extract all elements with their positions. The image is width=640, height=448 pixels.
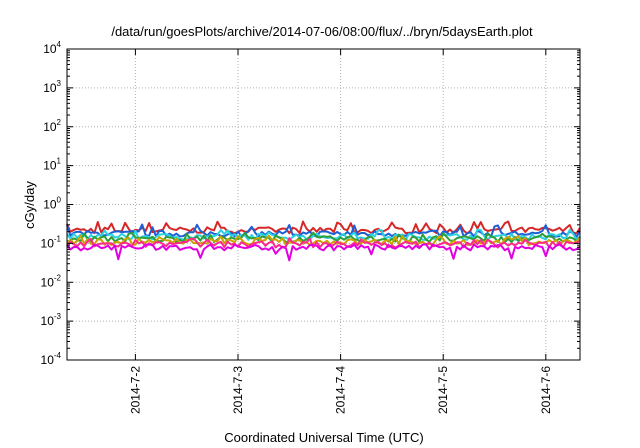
x-tick-label: 2014-7-2 <box>128 366 142 414</box>
y-tick-label: 100 <box>43 196 61 212</box>
series-line-2 <box>66 223 581 238</box>
series-group <box>66 220 581 262</box>
series-line-7 <box>66 243 581 262</box>
y-tick-label: 10-4 <box>41 351 62 367</box>
y-tick-label: 104 <box>43 40 61 56</box>
y-tick-label: 10-3 <box>41 312 62 328</box>
x-axis: 2014-7-2 2014-7-3 2014-7-4 2014-7-5 2014-7-6 <box>128 49 553 414</box>
series-line-4 <box>66 231 581 244</box>
y-tick-label: 102 <box>43 118 61 134</box>
y-tick-label: 103 <box>43 79 61 95</box>
x-axis-label: Coordinated Universal Time (UTC) <box>224 430 423 445</box>
chart-title: /data/run/goesPlots/archive/2014-07-06/0… <box>111 24 533 39</box>
x-tick-label: 2014-7-6 <box>539 366 553 414</box>
grid <box>67 48 580 361</box>
x-tick-label: 2014-7-4 <box>334 366 348 414</box>
y-axis: 10-4 10-3 10-2 10-1 100 101 102 103 104 <box>41 40 580 367</box>
x-tick-label: 2014-7-3 <box>231 366 245 414</box>
plot-frame <box>66 48 581 361</box>
y-axis-label: cGy/day <box>22 181 37 229</box>
y-tick-label: 10-1 <box>41 234 62 250</box>
y-tick-label: 10-2 <box>41 273 62 289</box>
x-tick-label: 2014-7-5 <box>436 366 450 414</box>
y-tick-label: 101 <box>43 157 61 173</box>
